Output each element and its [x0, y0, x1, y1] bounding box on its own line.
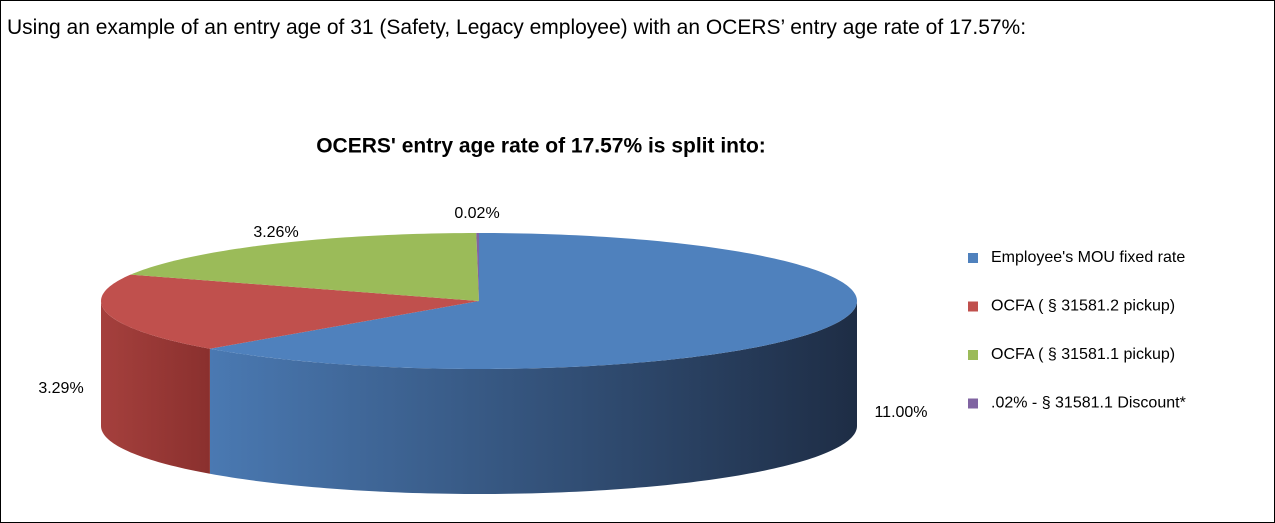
data-label: 3.26%	[253, 224, 298, 241]
legend-swatch	[968, 350, 978, 360]
data-label: 11.00%	[874, 404, 927, 421]
legend-swatch	[968, 398, 978, 409]
intro-text: Using an example of an entry age of 31 (…	[7, 16, 1027, 39]
pie-slice	[476, 233, 479, 301]
legend-label: OCFA ( § 31581.1 pickup)	[991, 346, 1175, 363]
pie-side	[101, 301, 210, 474]
legend-swatch	[968, 301, 978, 312]
legend-label: OCFA ( § 31581.2 pickup)	[991, 298, 1175, 315]
pie-slice	[209, 233, 857, 369]
legend-swatch	[968, 253, 978, 263]
legend-label: Employee's MOU fixed rate	[991, 249, 1185, 266]
legend-label: .02% - § 31581.1 Discount*	[991, 395, 1186, 412]
data-label: 3.29%	[38, 380, 83, 397]
pie-slice	[130, 233, 479, 301]
data-label: 0.02%	[454, 205, 499, 222]
pie-side	[209, 301, 857, 494]
chart-title: OCERS' entry age rate of 17.57% is split…	[316, 135, 766, 158]
pie-slice	[101, 274, 479, 349]
